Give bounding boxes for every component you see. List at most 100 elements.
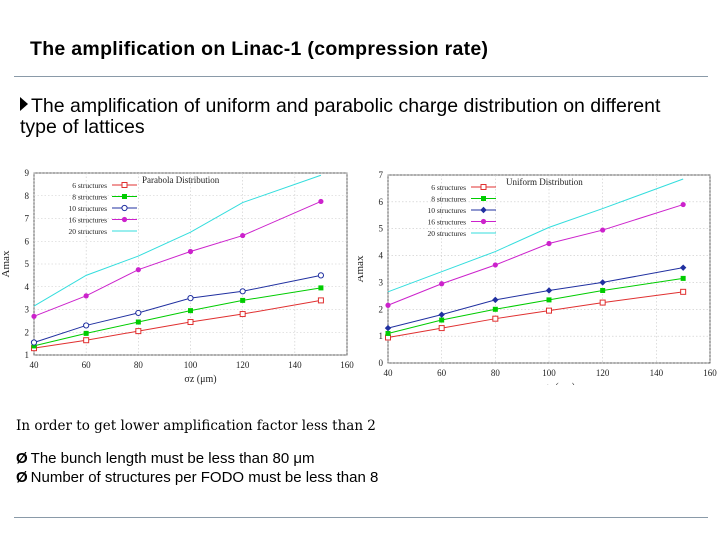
legend-label: 16 structures [68,216,107,225]
data-point [187,248,194,255]
data-point [680,275,686,281]
legend-label: 10 structures [427,206,466,215]
y-tick-label: 7 [379,170,384,180]
check-item-1: Ø The bunch length must be less than 80 μ… [16,450,314,467]
legend-marker [121,204,128,212]
data-point [240,232,246,239]
y-tick-label: 2 [25,327,30,337]
data-point [187,295,194,302]
data-point [384,324,392,332]
x-tick-label: 120 [596,368,610,378]
y-tick-label: 7 [25,214,30,224]
parabola-chart: 40 60 80 100 120 140 160 1 2 3 4 5 6 7 8 9 Parabola Dist… [2,168,354,385]
y-tick-label: 4 [25,282,30,292]
series-line [33,200,322,317]
data-point [680,201,686,208]
x-axis-label: σz (μm) [184,374,216,385]
chart-title: Parabola Distribution [142,175,220,185]
data-point [546,307,552,314]
bullet-point: The amplification of uniform and parabol… [20,96,700,138]
x-tick-label: 40 [384,368,394,378]
series-line [387,291,684,338]
data-point [600,227,606,233]
legend-marker [480,206,487,214]
y-tick-label: 6 [25,236,30,246]
data-point [317,272,325,279]
series-line [387,204,684,306]
footer-divider [14,517,708,518]
y-tick-label: 3 [25,305,30,315]
y-tick-label: 0 [379,358,384,368]
x-tick-label: 100 [184,360,198,370]
data-point [438,325,445,332]
data-point [83,330,89,336]
y-tick-label: 3 [379,277,384,287]
y-tick-label: 1 [379,331,384,341]
y-tick-label: 5 [25,259,30,269]
data-point [318,285,324,291]
series-line [33,174,322,307]
data-point [240,297,246,303]
data-point [83,337,90,344]
y-axis-label: Amax [2,250,12,277]
legend-marker [122,194,127,199]
x-tick-label: 40 [30,360,40,370]
series-line [387,178,684,293]
check-text-2: Number of structures per FODO must be le… [30,469,379,486]
legend-label: 10 structures [68,204,107,213]
x-axis-label: σz (μm) [543,382,575,385]
data-point [546,297,552,303]
data-point [135,309,142,317]
legend-label: 6 structures [431,183,466,192]
y-tick-label: 6 [379,197,384,207]
data-point [679,264,687,271]
x-tick-label: 140 [288,360,302,370]
data-point [385,330,391,336]
data-point [317,297,324,304]
data-point [680,288,687,295]
x-tick-label: 120 [236,360,250,370]
x-tick-label: 100 [542,368,556,378]
bullet-text: The amplification of uniform and parabol… [20,95,661,138]
series-line [33,287,321,347]
legend-label: 20 structures [68,227,107,236]
x-tick-label: 60 [437,368,447,378]
series-line [33,299,322,349]
data-point [239,311,246,318]
x-tick-label: 80 [491,368,501,378]
x-tick-label: 160 [703,368,717,378]
legend-label: 8 structures [72,193,107,202]
legend-label: 6 structures [72,181,107,190]
data-point [187,319,194,326]
slide-title: The amplification on Linac-1 (compressio… [30,38,489,60]
data-point [492,306,498,312]
data-point [318,198,324,205]
data-point [135,328,142,335]
x-tick-label: 80 [134,360,144,370]
legend-marker [121,216,128,223]
data-point [492,262,498,268]
data-point [135,267,141,273]
data-point [239,288,246,295]
uniform-chart: 40 60 80 100 120 140 160 0 1 2 3 4 5 6 7 Uniform Distri… [358,170,717,385]
legend-marker [481,196,486,201]
data-point [545,287,553,294]
data-point [546,240,552,247]
data-point [600,287,606,293]
series-line [387,277,684,334]
y-tick-label: 9 [25,168,30,178]
data-point [492,315,499,322]
y-tick-label: 2 [379,304,384,314]
legend-label: 8 structures [431,195,466,204]
x-tick-label: 140 [650,368,664,378]
data-point [438,311,445,318]
data-point [599,299,606,306]
legend-marker [480,184,487,190]
data-point [83,322,90,329]
conclusion-note: In order to get lower amplification fact… [16,418,376,434]
check-item-2: Ø Number of structures per FODO must be l… [16,469,378,486]
data-point [439,317,445,323]
legend-marker [121,182,128,188]
data-point [188,308,193,314]
data-point [30,339,38,346]
